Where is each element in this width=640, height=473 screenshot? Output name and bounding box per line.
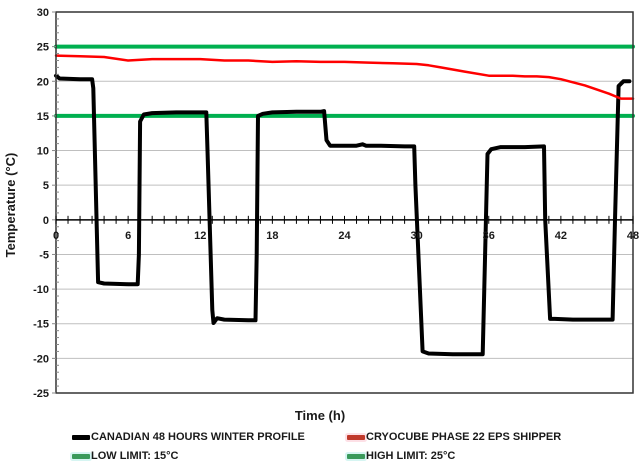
y-tick-label: 5: [43, 180, 49, 192]
y-tick-label: 15: [37, 111, 49, 123]
y-tick-label: -10: [33, 284, 49, 296]
legend-item-cryocube-shipper: CRYOCUBE PHASE 22 EPS SHIPPER: [347, 431, 561, 443]
y-tick-label: -15: [33, 319, 49, 331]
legend-swatch-green-line-icon: [72, 453, 90, 459]
x-tick-label: 12: [194, 230, 206, 242]
x-tick-label: 0: [53, 230, 59, 242]
x-tick-label: 36: [483, 230, 495, 242]
y-tick-label: -5: [39, 249, 49, 261]
y-axis-ticks: 30 25 20 15 10 5 0 -5 -10 -15 -20 -25: [33, 7, 59, 400]
y-tick-label: 30: [37, 7, 49, 19]
y-tick-label: 25: [37, 42, 49, 54]
x-tick-label: 42: [555, 230, 567, 242]
x-tick-label: 6: [125, 230, 131, 242]
limit-lines: [54, 44, 635, 118]
data-series: [54, 54, 635, 357]
legend-item-high-limit: HIGH LIMIT: 25°C: [347, 450, 455, 462]
x-tick-label: 24: [338, 230, 351, 242]
legend-label: CANADIAN 48 HOURS WINTER PROFILE: [91, 431, 305, 443]
legend-item-low-limit: LOW LIMIT: 15°C: [72, 450, 179, 462]
x-tick-label: 48: [627, 230, 639, 242]
x-tick-label: 18: [266, 230, 278, 242]
y-tick-label: 10: [37, 146, 49, 158]
x-axis-title: Time (h): [295, 408, 345, 423]
series-line-0: [54, 73, 632, 357]
y-tick-label: -25: [33, 388, 49, 400]
plot-frame: [55, 11, 634, 394]
legend-label: LOW LIMIT: 15°C: [91, 450, 179, 462]
legend-swatch-green-line-icon: [347, 453, 365, 459]
series-line-1: [54, 54, 635, 100]
y-axis-title: Temperature (°C): [3, 153, 18, 258]
y-tick-label: -20: [33, 353, 49, 365]
x-tick-label: 30: [411, 230, 423, 242]
legend-swatch-black-line-icon: [72, 434, 90, 440]
legend-label: CRYOCUBE PHASE 22 EPS SHIPPER: [366, 431, 562, 443]
x-axis-ticks: 0 6 12 18 24 30 36 42 48: [53, 215, 639, 242]
legend-item-canadian-profile: CANADIAN 48 HOURS WINTER PROFILE: [72, 431, 305, 443]
y-tick-label: 20: [37, 76, 49, 88]
legend-swatch-red-line-icon: [347, 434, 365, 440]
legend-label: HIGH LIMIT: 25°C: [366, 450, 456, 462]
y-tick-label: 0: [43, 215, 49, 227]
